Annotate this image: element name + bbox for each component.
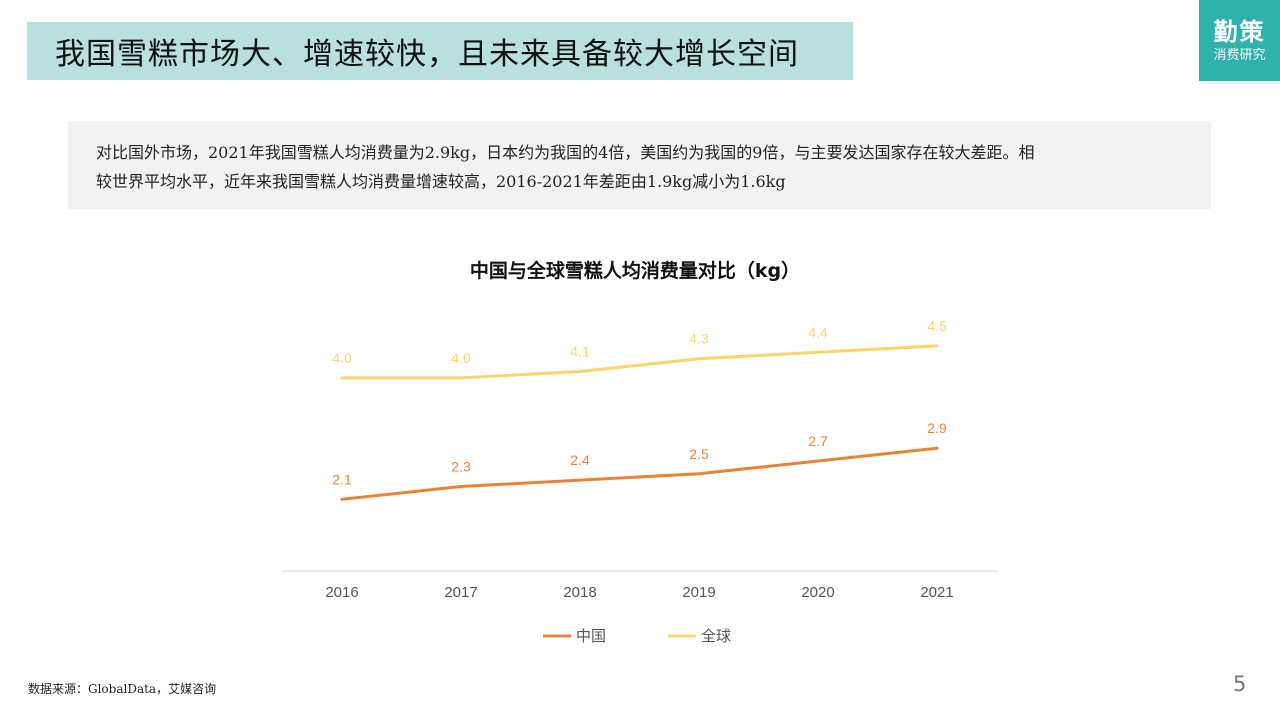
logo-main-text: 勤策	[1213, 16, 1266, 46]
data-label: 2.1	[332, 471, 352, 487]
data-label: 4.4	[808, 324, 828, 340]
data-label: 4.0	[451, 350, 471, 366]
page-number: 5	[1233, 672, 1247, 696]
page-title: 我国雪糕市场大、增速较快，且未来具备较大增长空间	[27, 22, 853, 80]
series-line-0	[340, 446, 939, 501]
data-label: 4.5	[927, 318, 947, 334]
x-tick-label: 2018	[563, 584, 596, 601]
legend-label: 中国	[576, 627, 606, 645]
data-label: 2.5	[689, 446, 709, 462]
brand-logo: 勤策 消费研究	[1199, 0, 1280, 81]
series-line-1	[340, 344, 939, 380]
summary-box: 对比国外市场，2021年我国雪糕人均消费量为2.9kg，日本约为我国的4倍，美国…	[68, 121, 1211, 209]
data-label: 2.4	[570, 452, 590, 468]
x-tick-label: 2019	[682, 584, 715, 601]
x-tick-label: 2020	[801, 584, 834, 601]
data-source: 数据来源：GlobalData，艾媒咨询	[28, 682, 217, 696]
data-label: 4.0	[332, 350, 352, 366]
summary-line-1: 对比国外市场，2021年我国雪糕人均消费量为2.9kg，日本约为我国的4倍，美国…	[96, 143, 1035, 162]
x-tick-label: 2021	[920, 584, 953, 601]
data-label: 4.3	[689, 331, 709, 347]
legend-label: 全球	[701, 627, 731, 645]
x-tick-label: 2016	[325, 584, 358, 601]
data-label: 2.3	[451, 459, 471, 475]
summary-line-2: 较世界平均水平，近年来我国雪糕人均消费量增速较高，2016-2021年差距由1.…	[96, 172, 786, 191]
logo-sub-text: 消费研究	[1213, 47, 1266, 63]
data-label: 4.1	[570, 344, 590, 360]
data-label: 2.7	[808, 433, 828, 449]
x-tick-label: 2017	[444, 584, 477, 601]
chart-title: 中国与全球雪糕人均消费量对比（kg）	[469, 260, 801, 282]
data-label: 2.9	[927, 420, 947, 436]
